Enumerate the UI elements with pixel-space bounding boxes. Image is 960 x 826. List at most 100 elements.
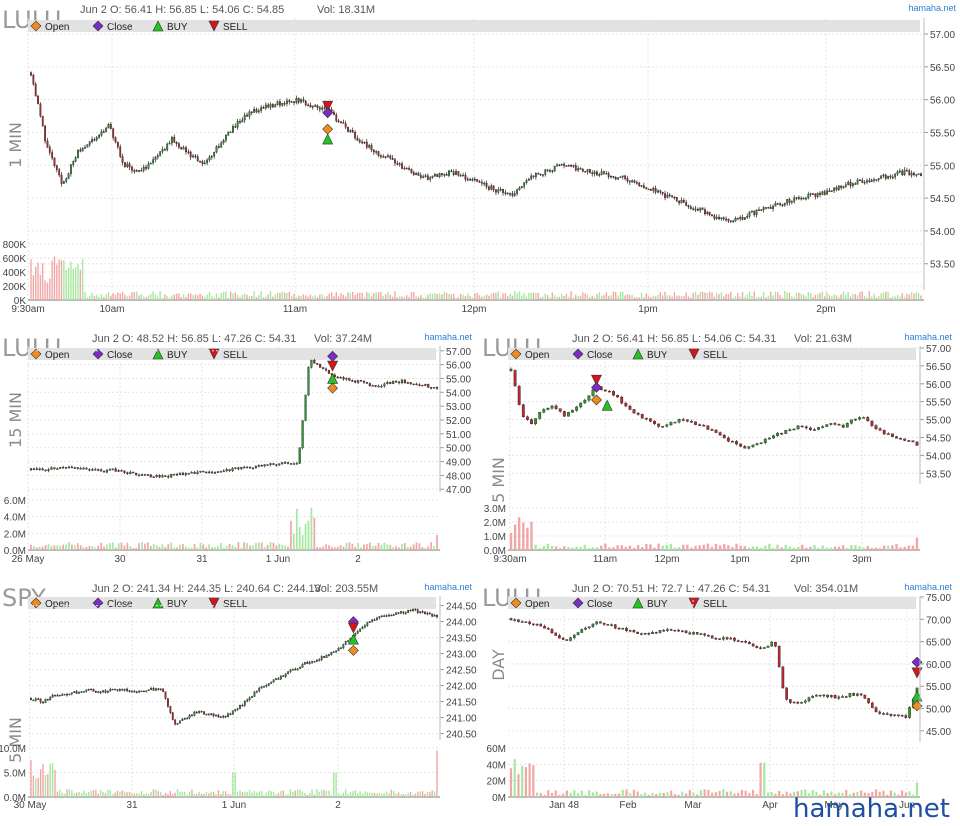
volume-bar: [363, 297, 366, 300]
volume-bar: [699, 790, 703, 797]
volume-bar: [380, 544, 383, 550]
volume-bar: [572, 297, 575, 300]
candle-body: [111, 468, 114, 471]
volume-bar: [114, 294, 117, 300]
candle-body: [130, 690, 133, 693]
candle-body: [697, 208, 699, 211]
candle-body: [389, 155, 392, 159]
volume-bar: [816, 294, 819, 300]
candle-body: [389, 381, 392, 384]
candle-body: [520, 621, 524, 623]
candle-body: [183, 718, 186, 720]
volume-bar: [575, 294, 577, 300]
y-tick-label: 53.50: [930, 260, 955, 271]
volume-bar: [32, 275, 35, 300]
volume-bar: [382, 295, 384, 300]
volume-bar: [497, 291, 500, 300]
volume-bar: [102, 792, 104, 797]
volume-bar: [469, 296, 471, 300]
candle-body: [743, 217, 746, 220]
volume-bar: [741, 291, 744, 300]
volume-bar: [825, 547, 828, 550]
volume-bar: [307, 296, 309, 300]
volume-bar: [662, 792, 665, 797]
candle-body: [128, 690, 131, 692]
volume-bar: [431, 293, 434, 300]
volume-bar: [408, 296, 410, 300]
candle-body: [485, 182, 488, 188]
candle-body: [61, 694, 64, 696]
candle-body: [694, 421, 697, 425]
candle-body: [817, 427, 820, 430]
volume-bar: [535, 792, 539, 797]
candle-body: [91, 139, 93, 143]
candle-body: [41, 115, 44, 127]
candle-body: [805, 197, 807, 200]
volume-bar: [875, 297, 878, 300]
candle-body: [173, 137, 176, 143]
volume-bar: [809, 546, 812, 550]
candle-body: [424, 175, 427, 177]
y-tick-label: 54.00: [930, 227, 955, 238]
volume-bar: [707, 789, 710, 797]
volume-bar: [573, 790, 576, 797]
volume-bar: [98, 296, 100, 300]
candle-body: [164, 691, 167, 699]
candle-body: [538, 412, 542, 419]
volume-bar: [476, 292, 478, 300]
volume-bar: [81, 258, 84, 300]
candle-body: [619, 176, 622, 178]
volume-bar: [722, 789, 725, 797]
candle-body: [208, 156, 211, 161]
candle-body: [284, 673, 287, 677]
volume-tick-label: 0.0M: [484, 546, 506, 557]
candle-body: [915, 441, 919, 446]
legend-close: Close: [587, 599, 613, 610]
volume-bar: [363, 544, 365, 550]
x-tick-label: 11am: [283, 304, 307, 315]
candle-body: [788, 199, 791, 203]
volume-bar: [554, 790, 557, 797]
volume-bar: [833, 546, 837, 550]
candle-body: [863, 181, 866, 184]
x-tick-label: 1 Jun: [222, 800, 246, 811]
volume-bar: [565, 294, 568, 300]
candle-body: [628, 405, 632, 410]
volume-bar: [164, 792, 167, 797]
volume-bar: [92, 790, 95, 797]
volume-bar: [248, 295, 251, 300]
volume-bar: [342, 294, 345, 300]
candle-body: [822, 694, 826, 697]
candle-body: [58, 694, 61, 697]
candle-body: [67, 466, 71, 469]
volume-bar: [41, 546, 44, 550]
candle-body: [396, 162, 399, 165]
candle-body: [602, 622, 606, 625]
candle-body: [241, 119, 244, 123]
volume-bar: [320, 789, 323, 797]
volume-bar: [354, 546, 357, 550]
volume-bar: [488, 295, 490, 300]
candle-body: [185, 147, 187, 153]
volume-header: Vol: 37.24M: [314, 333, 372, 345]
volume-bar: [882, 545, 886, 550]
candle-body: [184, 473, 187, 476]
volume-bar: [289, 789, 292, 797]
candle-body: [175, 474, 179, 476]
candle-body: [62, 467, 65, 469]
y-tick-label: 65.00: [926, 638, 951, 649]
candle-body: [126, 163, 129, 167]
volume-bar: [434, 293, 436, 300]
volume-bar: [821, 545, 824, 550]
volume-bar: [878, 548, 882, 550]
volume-bar: [528, 763, 531, 797]
volume-bar: [866, 297, 868, 300]
candle-body: [132, 471, 135, 474]
volume-bar: [95, 789, 97, 797]
y-tick-label: 57.00: [926, 344, 951, 355]
candle-body: [309, 104, 312, 108]
volume-bar: [272, 296, 274, 300]
candle-body: [133, 170, 136, 172]
volume-bar: [352, 791, 354, 797]
candle-body: [371, 385, 374, 387]
